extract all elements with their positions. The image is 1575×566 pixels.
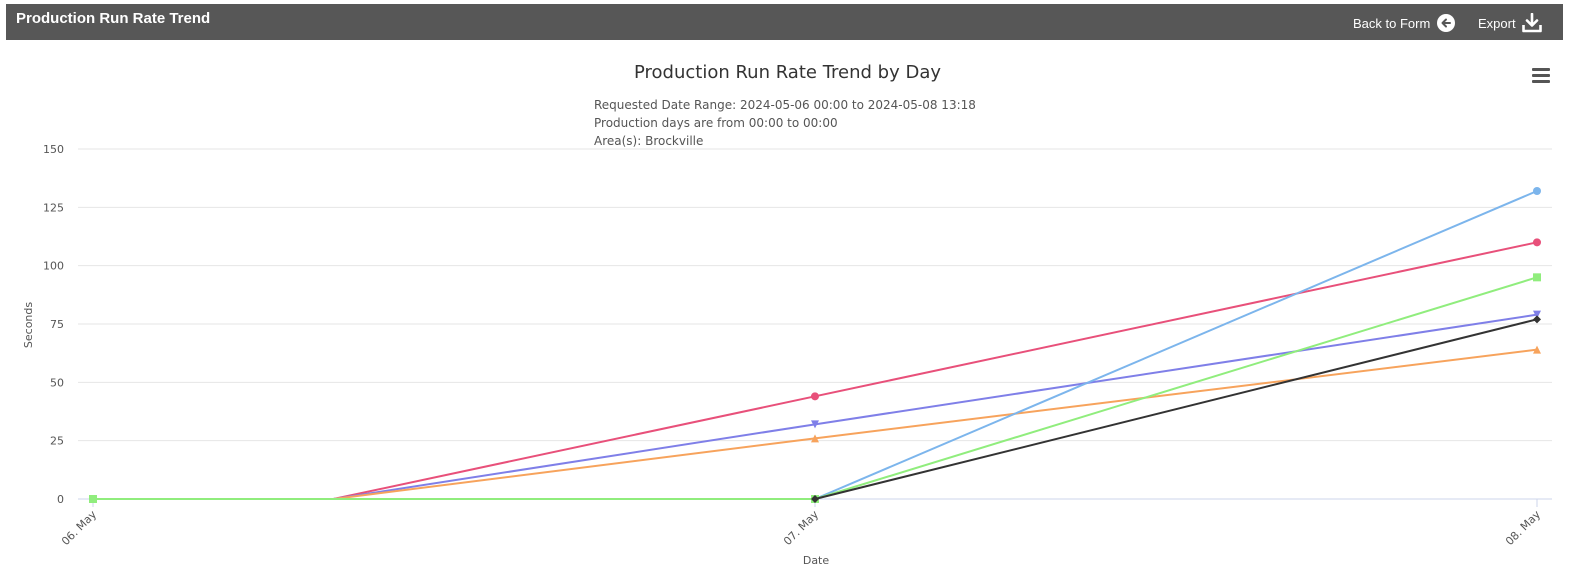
export-button[interactable]: Export bbox=[1478, 13, 1542, 33]
data-point[interactable] bbox=[811, 392, 819, 401]
series-line bbox=[93, 313, 1538, 500]
y-tick-label: 125 bbox=[43, 201, 64, 214]
header-bar: Production Run Rate Trend Back to Form E… bbox=[6, 4, 1563, 40]
y-tick-label: 0 bbox=[57, 493, 64, 506]
data-point[interactable] bbox=[1533, 187, 1541, 195]
series-line bbox=[93, 276, 1538, 500]
series-0 bbox=[89, 238, 1541, 503]
chart-menu-icon[interactable] bbox=[1532, 68, 1550, 84]
subtitle-production-days: Production days are from 00:00 to 00:00 bbox=[594, 116, 838, 130]
x-tick-label: 07. May bbox=[781, 508, 821, 548]
y-tick-label: 25 bbox=[50, 435, 64, 448]
series-1 bbox=[89, 310, 1541, 503]
y-tick-label: 75 bbox=[50, 318, 64, 331]
data-point[interactable] bbox=[1533, 273, 1541, 282]
y-axis-title: Seconds bbox=[22, 302, 35, 348]
y-tick-label: 150 bbox=[43, 143, 64, 156]
y-tick-label: 50 bbox=[50, 376, 64, 389]
y-tick-label: 100 bbox=[43, 260, 64, 273]
series-line bbox=[93, 241, 1538, 500]
x-axis-title: Date bbox=[803, 554, 830, 566]
x-tick-label: 08. May bbox=[1503, 508, 1543, 548]
page-title: Production Run Rate Trend bbox=[16, 10, 211, 27]
data-point[interactable] bbox=[1533, 310, 1541, 319]
subtitle-areas: Area(s): Brockville bbox=[594, 134, 704, 148]
export-label: Export bbox=[1478, 15, 1516, 31]
back-to-form-button[interactable]: Back to Form bbox=[1353, 13, 1456, 33]
data-point[interactable] bbox=[811, 420, 819, 429]
data-point[interactable] bbox=[1533, 345, 1541, 354]
series-line bbox=[814, 318, 1538, 500]
series-4 bbox=[89, 273, 1541, 503]
chart-subtitle: Requested Date Range: 2024-05-06 00:00 t… bbox=[594, 96, 976, 150]
chart-title: Production Run Rate Trend by Day bbox=[633, 62, 942, 83]
x-tick-label: 06. May bbox=[59, 508, 99, 548]
data-point[interactable] bbox=[89, 495, 97, 503]
back-to-form-label: Back to Form bbox=[1353, 15, 1431, 31]
data-point[interactable] bbox=[1533, 238, 1541, 247]
series-5 bbox=[811, 315, 1541, 503]
subtitle-date-range: Requested Date Range: 2024-05-06 00:00 t… bbox=[594, 98, 976, 112]
series-line bbox=[814, 190, 1538, 500]
download-icon bbox=[1521, 13, 1542, 33]
data-point[interactable] bbox=[811, 495, 819, 503]
arrow-left-circle-icon bbox=[1436, 13, 1456, 33]
data-point[interactable] bbox=[1533, 315, 1541, 324]
data-point[interactable] bbox=[811, 434, 819, 443]
